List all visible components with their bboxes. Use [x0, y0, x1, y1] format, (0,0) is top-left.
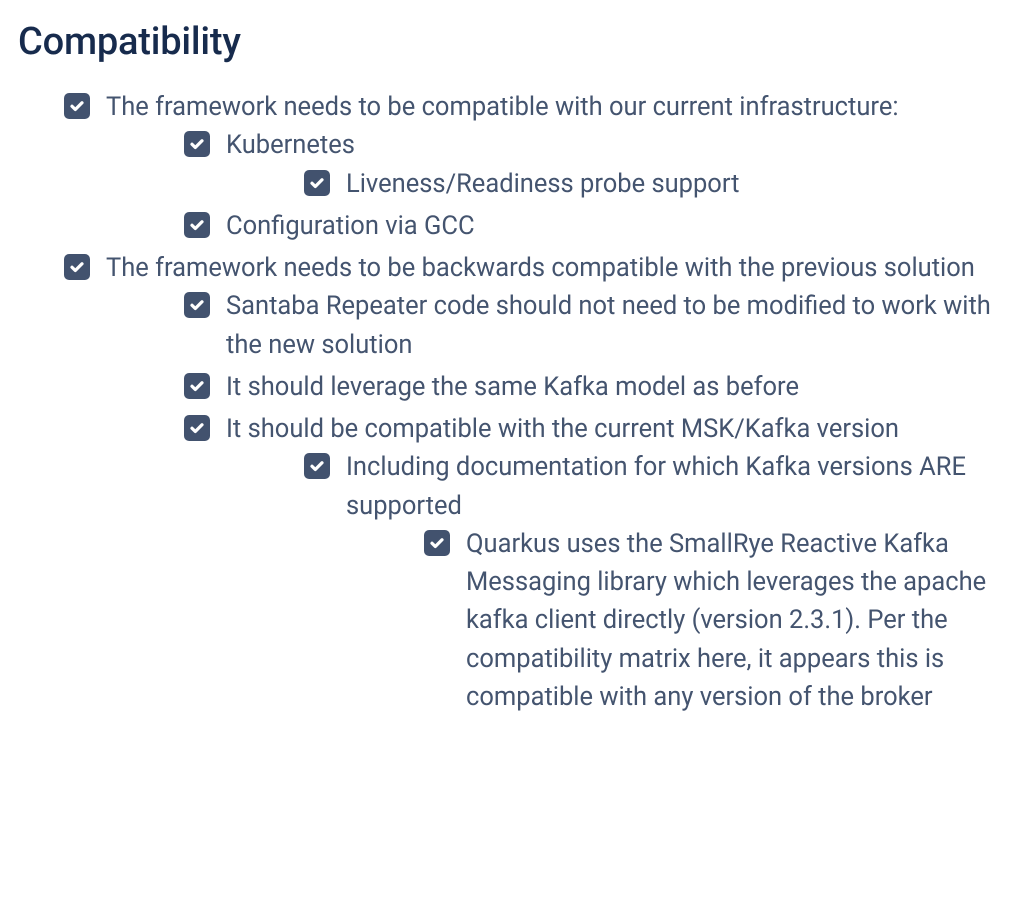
list-item: Including documentation for which Kafka … — [304, 448, 1006, 716]
checkmark-icon[interactable] — [184, 373, 210, 399]
checklist-nested: Kubernetes Liveness/Readiness probe supp… — [106, 126, 1006, 245]
list-item: The framework needs to be backwards comp… — [64, 249, 1006, 716]
checklist-nested: Quarkus uses the SmallRye Reactive Kafka… — [346, 525, 1006, 716]
checklist-nested: Liveness/Readiness probe support — [226, 165, 1006, 203]
list-item-label: Including documentation for which Kafka … — [346, 448, 1006, 525]
checklist-nested: Santaba Repeater code should not need to… — [106, 287, 1006, 716]
checkmark-icon[interactable] — [184, 212, 210, 238]
checklist-root: The framework needs to be compatible wit… — [18, 88, 1006, 716]
list-item-label: Kubernetes — [226, 126, 1006, 164]
list-item-label: Configuration via GCC — [226, 207, 1006, 245]
list-item: Quarkus uses the SmallRye Reactive Kafka… — [424, 525, 1006, 716]
checklist-nested: Including documentation for which Kafka … — [226, 448, 1006, 716]
list-item-label: The framework needs to be compatible wit… — [106, 88, 1006, 126]
list-item-label: Quarkus uses the SmallRye Reactive Kafka… — [466, 525, 1006, 716]
list-item: Kubernetes Liveness/Readiness probe supp… — [184, 126, 1006, 203]
checkmark-icon[interactable] — [184, 292, 210, 318]
list-item: Liveness/Readiness probe support — [304, 165, 1006, 203]
list-item-label: Liveness/Readiness probe support — [346, 165, 1006, 203]
checkmark-icon[interactable] — [424, 530, 450, 556]
list-item: It should leverage the same Kafka model … — [184, 368, 1006, 406]
checkmark-icon[interactable] — [304, 170, 330, 196]
checkmark-icon[interactable] — [64, 254, 90, 280]
list-item-label: It should leverage the same Kafka model … — [226, 368, 1006, 406]
checkmark-icon[interactable] — [64, 93, 90, 119]
checkmark-icon[interactable] — [304, 453, 330, 479]
list-item: Santaba Repeater code should not need to… — [184, 287, 1006, 364]
checkmark-icon[interactable] — [184, 415, 210, 441]
list-item: Configuration via GCC — [184, 207, 1006, 245]
list-item: It should be compatible with the current… — [184, 410, 1006, 716]
list-item: The framework needs to be compatible wit… — [64, 88, 1006, 245]
section-heading: Compatibility — [18, 20, 1006, 64]
list-item-label: It should be compatible with the current… — [226, 410, 1006, 448]
checkmark-icon[interactable] — [184, 131, 210, 157]
list-item-label: The framework needs to be backwards comp… — [106, 249, 1006, 287]
list-item-label: Santaba Repeater code should not need to… — [226, 287, 1006, 364]
